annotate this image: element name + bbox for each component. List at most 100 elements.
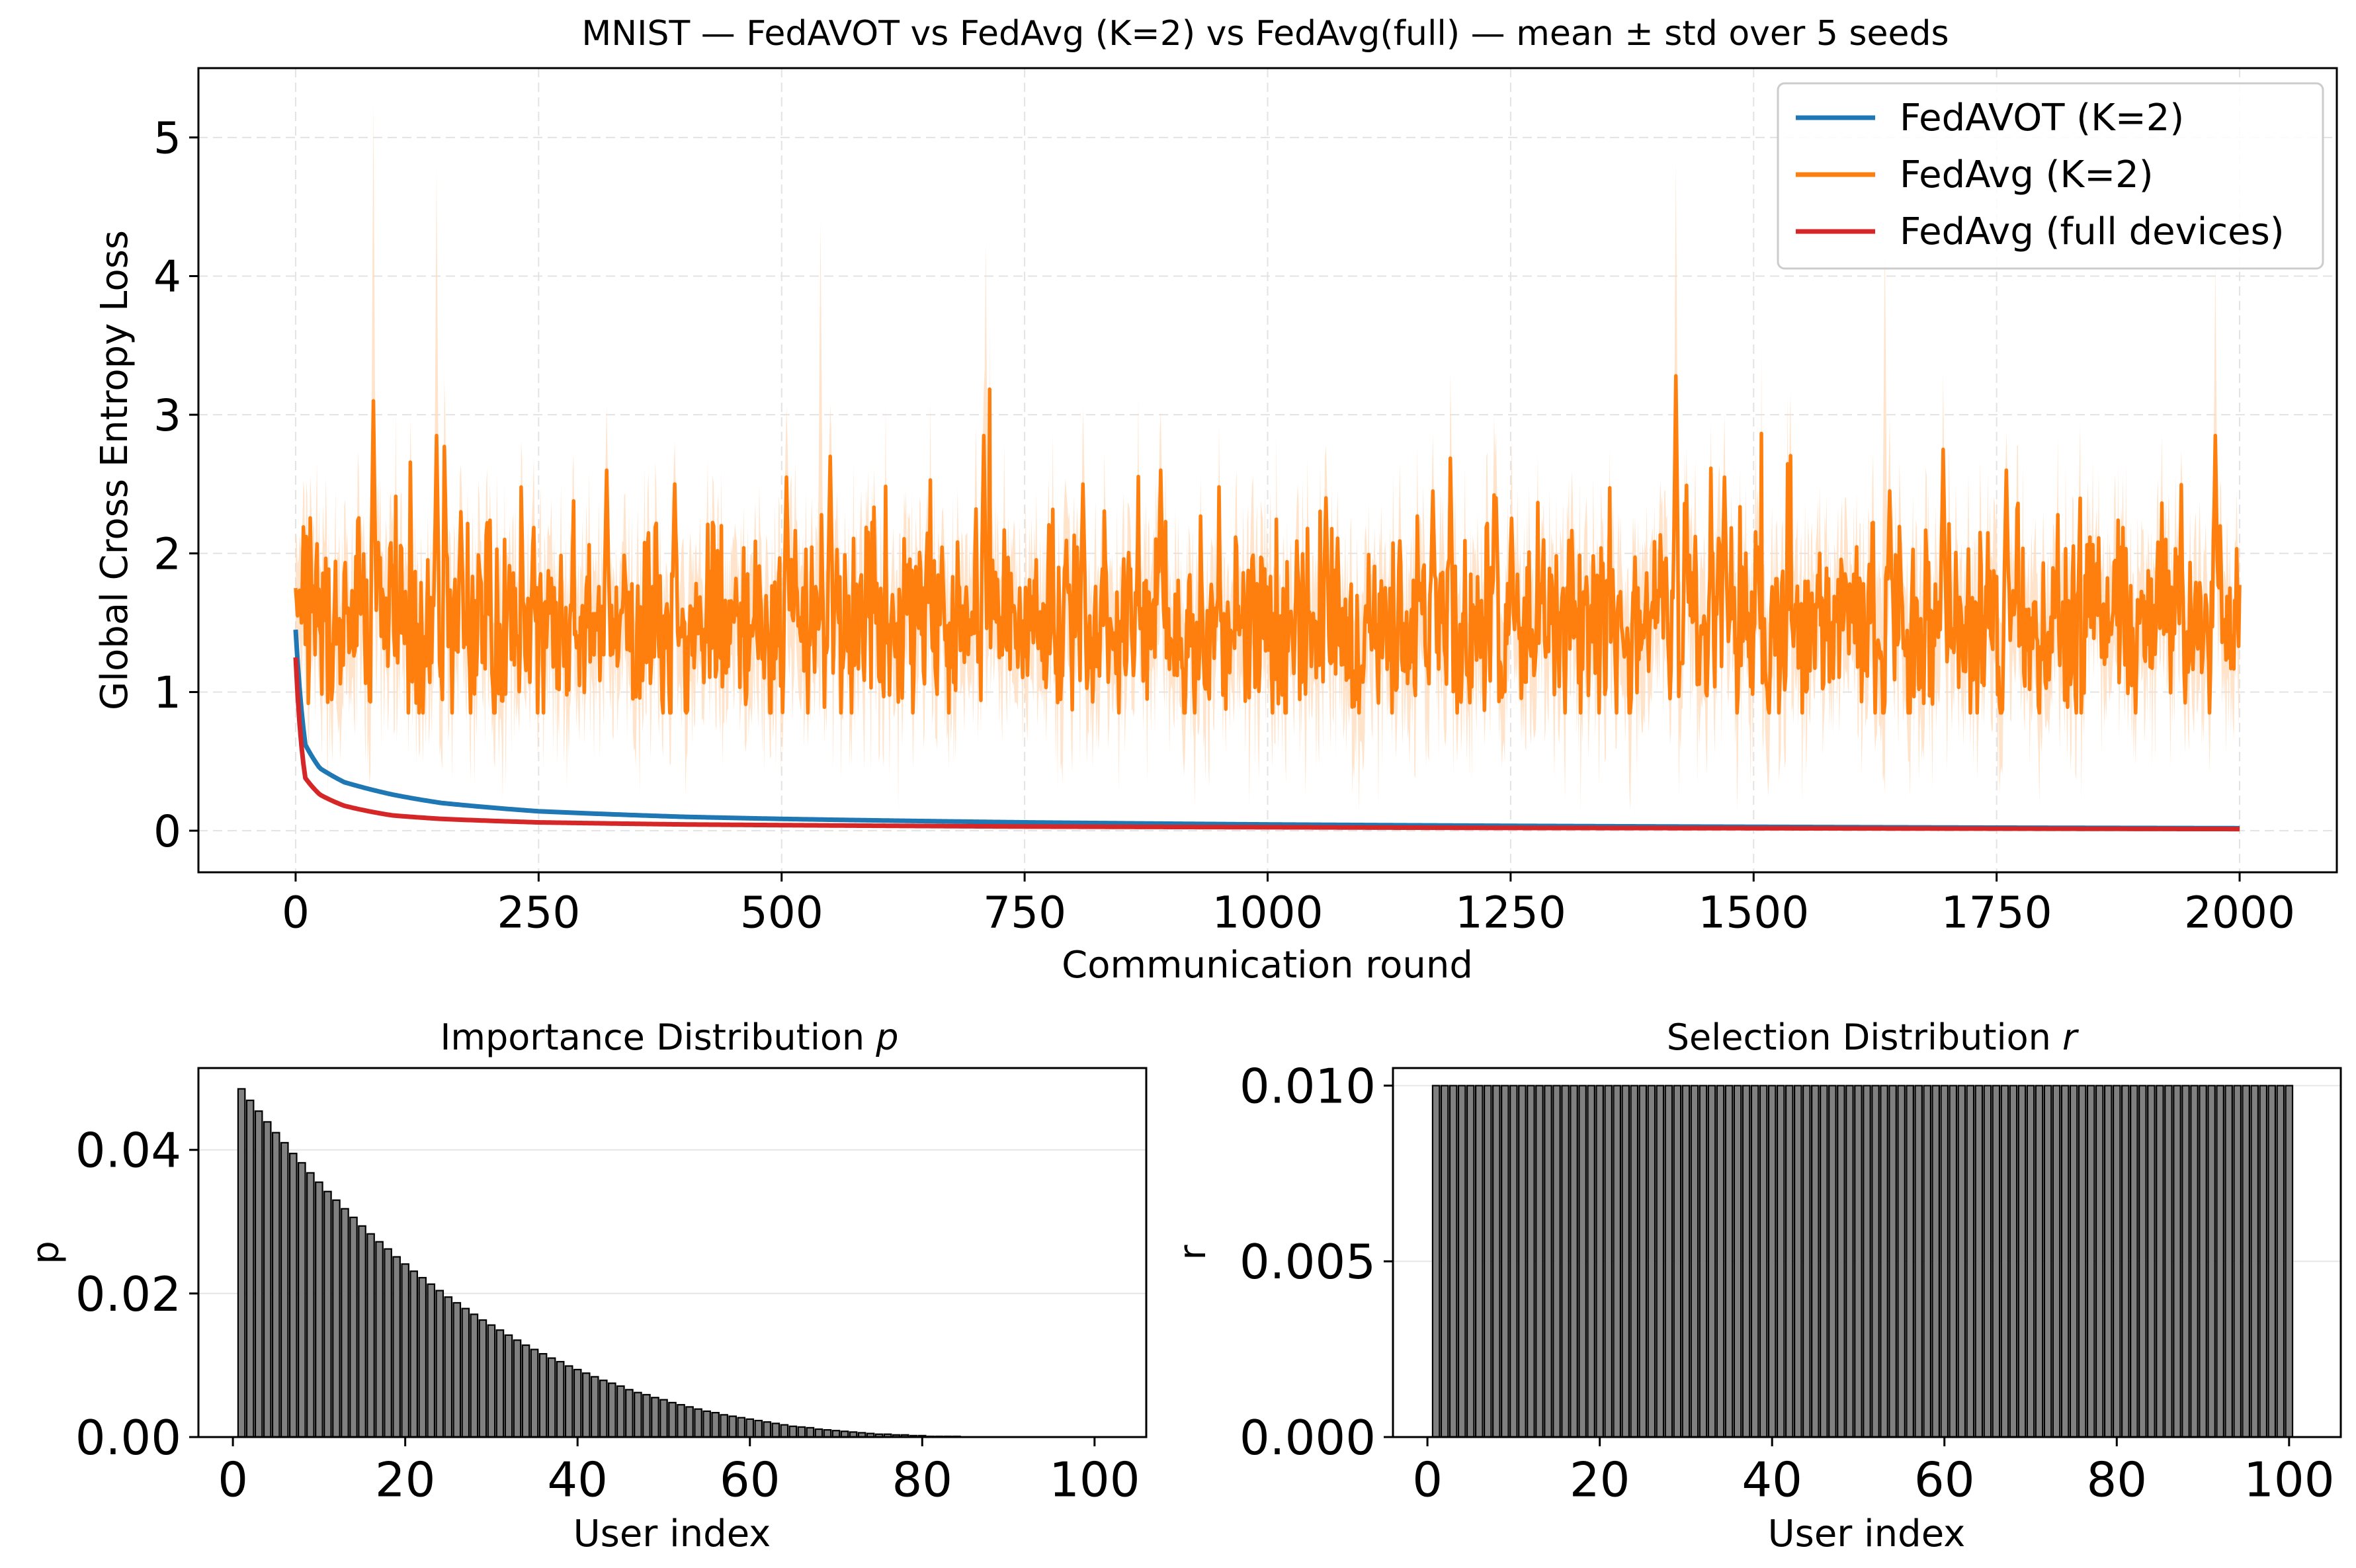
loss-chart-x-tick-label: 250 [497, 887, 580, 938]
importance-chart-bar [444, 1296, 453, 1438]
importance-chart-x-axis-label: User index [573, 1512, 771, 1555]
selection-chart-bar [1820, 1085, 1828, 1438]
importance-chart-bar [298, 1162, 306, 1438]
selection-chart-bar [2285, 1085, 2294, 1438]
importance-chart-bar [547, 1357, 556, 1438]
importance-chart-bar [745, 1418, 755, 1438]
fedavg-full-line [293, 657, 2240, 832]
selection-chart-bar [1854, 1085, 1863, 1438]
loss-chart-title: MNIST — FedAVOT vs FedAvg (K=2) vs FedAv… [581, 14, 1949, 54]
importance-chart-bar [263, 1121, 272, 1438]
importance-chart-bar [452, 1301, 462, 1438]
importance-chart-bar [487, 1324, 496, 1438]
selection-chart-bar [2009, 1085, 2018, 1438]
selection-chart-title-text: Selection Distribution [1667, 1016, 2062, 1058]
importance-chart-y-tick-label: 0.00 [75, 1410, 181, 1465]
importance-chart-bar [659, 1399, 668, 1438]
selection-chart-y-ticks: 0.000 0.005 0.010 [1240, 1058, 1393, 1465]
selection-chart-bar [1561, 1085, 1570, 1438]
selection-chart-bar [1656, 1085, 1665, 1438]
importance-chart-bar [315, 1181, 323, 1438]
importance-chart-bar [607, 1382, 616, 1438]
selection-chart-bar [2078, 1085, 2087, 1438]
importance-chart-bar [401, 1263, 409, 1438]
importance-chart-bar [573, 1368, 582, 1438]
importance-chart-bar [728, 1415, 737, 1438]
selection-chart-bar [2035, 1085, 2044, 1438]
importance-chart-x-tick-label: 100 [1049, 1452, 1140, 1508]
importance-chart-bar [651, 1397, 659, 1438]
importance-chart-bar [409, 1270, 418, 1438]
loss-chart-y-tick-label: 1 [153, 667, 181, 718]
selection-chart-bar [1767, 1085, 1777, 1438]
selection-chart-bar [1457, 1085, 1466, 1438]
selection-chart-bar [1742, 1085, 1751, 1438]
selection-chart-bar [1630, 1085, 1639, 1438]
importance-chart-bar [245, 1099, 255, 1438]
selection-chart-bar [1992, 1085, 2001, 1438]
selection-chart-bar [1501, 1085, 1509, 1438]
importance-chart-bar [461, 1307, 470, 1438]
selection-chart-bar [1845, 1085, 1854, 1438]
selection-chart-bar [1570, 1085, 1578, 1438]
selection-chart-bar [1527, 1085, 1535, 1438]
selection-chart-bar [1966, 1085, 1975, 1438]
importance-chart-bar [495, 1329, 505, 1438]
importance-chart-bar [470, 1313, 479, 1438]
importance-chart-bar [288, 1153, 298, 1438]
importance-chart-bar [737, 1417, 746, 1438]
importance-distribution-chart: Importance Distribution p 0 20 40 60 80 100 0… [24, 1016, 1148, 1555]
selection-chart-bar [2103, 1085, 2113, 1438]
loss-chart-y-ticks: 0 1 2 3 4 5 [153, 113, 198, 857]
importance-chart-x-tick-label: 20 [375, 1452, 436, 1508]
importance-chart-bar [642, 1393, 651, 1438]
importance-chart-title: Importance Distribution p [440, 1016, 898, 1058]
selection-chart-bar [1518, 1085, 1527, 1438]
selection-chart-bar [1750, 1085, 1759, 1438]
selection-chart-bar [1509, 1085, 1518, 1438]
selection-chart-bar [1716, 1085, 1725, 1438]
selection-chart-x-tick-label: 60 [1914, 1452, 1975, 1508]
selection-distribution-chart: Selection Distribution r 0 20 40 60 80 100 0.… [1171, 1016, 2342, 1555]
importance-chart-bar [685, 1406, 694, 1438]
selection-chart-bar [1595, 1085, 1604, 1438]
loss-chart-x-tick-label: 1250 [1455, 887, 1566, 938]
selection-chart-bar [1837, 1085, 1845, 1438]
loss-chart-y-tick-label: 4 [153, 251, 181, 302]
selection-chart-x-ticks: 0 20 40 60 80 100 [1412, 1437, 2335, 1508]
importance-chart-bar [564, 1365, 573, 1438]
selection-chart-bar [1638, 1085, 1648, 1438]
selection-chart-bar [1793, 1085, 1802, 1438]
selection-chart-bar [1811, 1085, 1820, 1438]
selection-chart-bar [1828, 1085, 1837, 1438]
selection-chart-bar [1863, 1085, 1871, 1438]
selection-chart-bar [1949, 1085, 1958, 1438]
selection-chart-bar [1613, 1085, 1622, 1438]
selection-chart-bar [1535, 1085, 1544, 1438]
loss-chart-y-tick-label: 2 [153, 529, 181, 580]
selection-chart-bar [1664, 1085, 1673, 1438]
selection-chart-bar [1690, 1085, 1699, 1438]
legend-box [1777, 82, 2324, 270]
importance-chart-bar [323, 1190, 332, 1438]
selection-chart-bar [2224, 1085, 2233, 1438]
importance-chart-bar [478, 1319, 487, 1438]
selection-chart-y-tick-label: 0.010 [1240, 1058, 1376, 1114]
selection-chart-bar [1785, 1085, 1794, 1438]
selection-chart-x-axis-label: User index [1768, 1512, 1966, 1555]
selection-chart-bar [2276, 1085, 2285, 1438]
loss-chart-x-tick-label: 1750 [1941, 887, 2052, 938]
selection-chart-bar [1871, 1085, 1880, 1438]
importance-chart-bar [720, 1414, 728, 1438]
selection-chart-bar [1604, 1085, 1613, 1438]
loss-chart-y-axis-label: Global Cross Entropy Loss [93, 230, 136, 710]
selection-chart-bar [2216, 1085, 2224, 1438]
selection-chart-bar [2173, 1085, 2181, 1438]
selection-chart-bar [2267, 1085, 2277, 1438]
importance-chart-bar [702, 1410, 711, 1438]
selection-chart-bar [1578, 1085, 1587, 1438]
importance-chart-bar [556, 1360, 565, 1438]
importance-chart-bar [797, 1426, 806, 1438]
importance-chart-bar [581, 1372, 591, 1438]
importance-chart-frame [197, 1067, 1148, 1438]
